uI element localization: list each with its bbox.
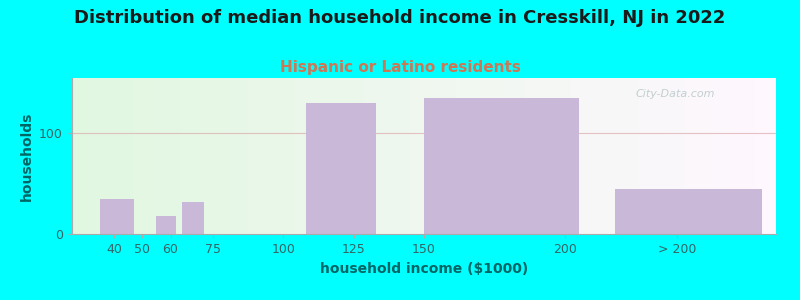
Bar <box>424 98 579 234</box>
Text: Distribution of median household income in Cresskill, NJ in 2022: Distribution of median household income … <box>74 9 726 27</box>
Bar <box>182 202 204 234</box>
Text: Hispanic or Latino residents: Hispanic or Latino residents <box>279 60 521 75</box>
Bar <box>615 189 762 234</box>
Bar <box>306 103 376 234</box>
Y-axis label: households: households <box>19 111 34 201</box>
Bar <box>157 216 176 234</box>
Text: City-Data.com: City-Data.com <box>635 89 714 99</box>
Bar <box>100 199 134 234</box>
X-axis label: household income ($1000): household income ($1000) <box>320 262 528 276</box>
